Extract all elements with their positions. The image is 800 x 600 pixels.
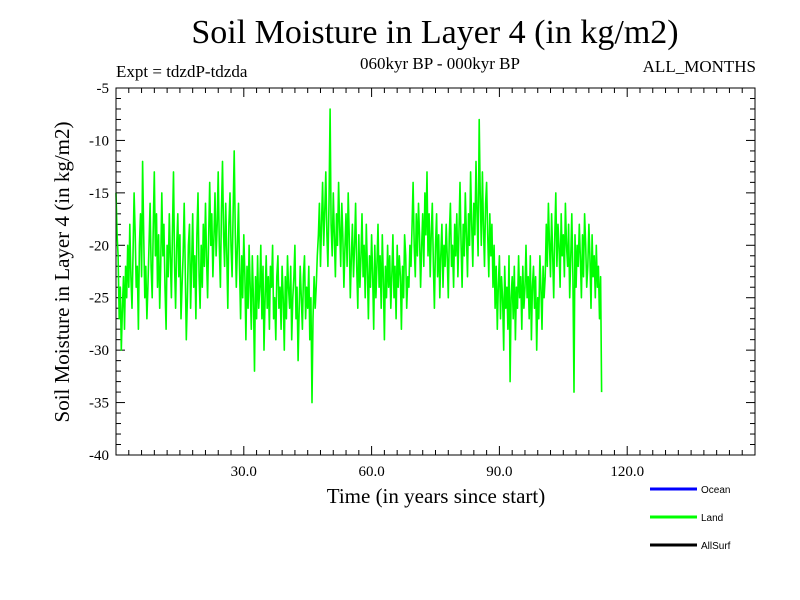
y-tick-label: -30 <box>89 343 109 359</box>
x-tick-label: 60.0 <box>358 464 384 480</box>
plot-frame <box>115 87 756 456</box>
legend-label-ocean: Ocean <box>701 485 730 496</box>
series-layer <box>115 108 603 404</box>
y-tick-label: -40 <box>89 448 109 464</box>
months-label: ALL_MONTHS <box>642 57 756 76</box>
legend-label-land: Land <box>701 513 723 524</box>
tick-labels: 30.0 60.0 90.0 120.0 -5 -10 -15 -20 -25 -30 -35 -40 <box>89 81 644 480</box>
chart-title: Soil Moisture in Layer 4 (in kg/m2) <box>191 14 679 51</box>
period-label: 060kyr BP - 000kyr BP <box>360 54 520 73</box>
legend: Ocean Land AllSurf <box>650 485 731 552</box>
legend-label-allsurf: AllSurf <box>701 541 731 552</box>
axis-ticks <box>116 88 755 455</box>
y-tick-label: -25 <box>89 291 109 307</box>
y-tick-label: -10 <box>89 133 109 149</box>
y-tick-label: -5 <box>97 81 110 97</box>
x-tick-label: 120.0 <box>610 464 644 480</box>
y-tick-label: -15 <box>89 186 109 202</box>
x-axis-label: Time (in years since start) <box>327 484 546 508</box>
x-tick-label: 90.0 <box>486 464 512 480</box>
series-line-land <box>115 108 603 404</box>
y-axis-label: Soil Moisture in Layer 4 (in kg/m2) <box>50 122 74 423</box>
experiment-label: Expt = tdzdP-tdzda <box>116 62 248 81</box>
y-tick-label: -35 <box>89 396 109 412</box>
x-tick-label: 30.0 <box>231 464 257 480</box>
y-tick-label: -20 <box>89 238 109 254</box>
